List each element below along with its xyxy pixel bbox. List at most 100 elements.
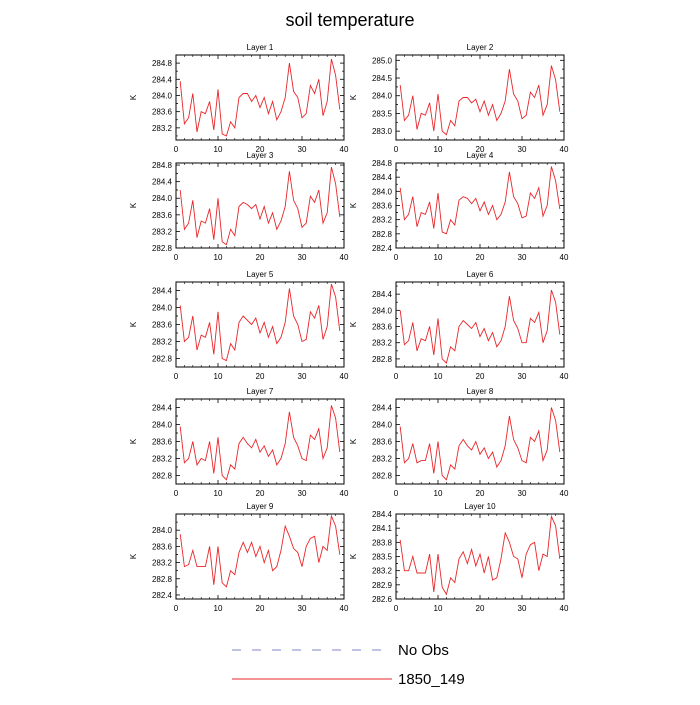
y-axis-label: K xyxy=(349,321,358,327)
y-tick-label: 284.4 xyxy=(372,290,393,299)
y-tick-label: 283.6 xyxy=(152,542,173,551)
y-tick-label: 284.0 xyxy=(372,92,393,101)
x-tick-label: 0 xyxy=(174,145,179,154)
x-tick-label: 10 xyxy=(214,145,223,154)
plot-frame xyxy=(395,513,565,600)
y-tick-label: 282.8 xyxy=(152,575,173,584)
x-tick-label: 40 xyxy=(560,145,569,154)
panel-4: Layer 4 0 10 20 30 40 282.4 282.8 283.2 283.6 284.… xyxy=(349,151,569,262)
x-tick-label: 0 xyxy=(394,145,399,154)
y-axis-label: K xyxy=(349,553,358,559)
panel-title: Layer 8 xyxy=(467,387,494,396)
panel-10: Layer 10 0 10 20 30 40 282.6 282.9 283.2 283.5 283… xyxy=(349,502,569,613)
y-tick-label: 283.2 xyxy=(152,455,173,464)
panel-title: Layer 4 xyxy=(467,151,494,160)
y-axis-label: K xyxy=(349,94,358,100)
panel-9: Layer 9 0 10 20 30 40 282.4 282.8 283.2 283.6 284.… xyxy=(129,502,349,613)
y-tick-label: 282.8 xyxy=(152,244,173,253)
y-tick-label: 283.6 xyxy=(152,321,173,330)
y-tick-label: 284.0 xyxy=(372,187,393,196)
x-tick-label: 10 xyxy=(434,489,443,498)
y-tick-label: 283.0 xyxy=(372,127,393,136)
y-axis-label: K xyxy=(349,438,358,444)
y-tick-label: 282.8 xyxy=(152,355,173,364)
x-tick-label: 40 xyxy=(340,372,349,381)
x-tick-label: 0 xyxy=(394,253,399,262)
series-line-1850_149 xyxy=(179,514,341,588)
y-tick-label: 282.9 xyxy=(372,581,393,590)
x-tick-label: 30 xyxy=(298,253,307,262)
series-line-1850_149 xyxy=(179,58,341,137)
x-tick-label: 20 xyxy=(476,489,485,498)
x-tick-label: 20 xyxy=(256,253,265,262)
y-tick-label: 283.5 xyxy=(372,553,393,562)
panel-1: Layer 1 0 10 20 30 40 283.2 283.6 284.0 284.4 284.… xyxy=(129,43,349,154)
y-tick-label: 284.4 xyxy=(152,287,173,296)
y-tick-label: 284.4 xyxy=(152,178,173,187)
x-tick-label: 40 xyxy=(560,604,569,613)
y-tick-label: 284.8 xyxy=(372,159,393,168)
y-tick-label: 284.0 xyxy=(152,91,173,100)
panel-title: Layer 7 xyxy=(247,387,274,396)
y-tick-label: 284.4 xyxy=(372,173,393,182)
y-tick-label: 283.2 xyxy=(372,339,393,348)
y-tick-label: 284.0 xyxy=(372,306,393,315)
x-tick-label: 10 xyxy=(434,372,443,381)
x-tick-label: 0 xyxy=(174,372,179,381)
plot-frame xyxy=(175,281,345,368)
y-tick-label: 283.2 xyxy=(152,124,173,133)
y-tick-label: 282.8 xyxy=(372,472,393,481)
y-tick-label: 284.0 xyxy=(152,421,173,430)
y-tick-label: 284.4 xyxy=(152,404,173,413)
x-tick-label: 20 xyxy=(256,489,265,498)
panel-title: Layer 3 xyxy=(247,151,274,160)
x-tick-label: 10 xyxy=(214,372,223,381)
x-tick-label: 0 xyxy=(174,489,179,498)
x-tick-label: 40 xyxy=(340,145,349,154)
x-tick-label: 40 xyxy=(340,253,349,262)
series-line-1850_149 xyxy=(179,166,341,246)
y-tick-label: 283.6 xyxy=(152,108,173,117)
x-tick-label: 30 xyxy=(298,372,307,381)
series-line-1850_149 xyxy=(399,407,561,481)
y-tick-label: 284.4 xyxy=(372,510,393,519)
y-tick-label: 284.0 xyxy=(152,526,173,535)
y-tick-label: 283.8 xyxy=(372,538,393,547)
y-tick-label: 283.2 xyxy=(372,567,393,576)
y-tick-label: 283.6 xyxy=(152,438,173,447)
y-tick-label: 282.4 xyxy=(152,591,173,600)
y-tick-label: 282.8 xyxy=(152,472,173,481)
y-axis-label: K xyxy=(129,202,138,208)
panel-title: Layer 10 xyxy=(464,502,496,511)
panel-8: Layer 8 0 10 20 30 40 282.8 283.2 283.6 284.0 284.… xyxy=(349,387,569,498)
panel-title: Layer 6 xyxy=(467,270,494,279)
legend-label: No Obs xyxy=(398,642,449,659)
x-tick-label: 20 xyxy=(256,372,265,381)
series-line-1850_149 xyxy=(399,65,561,136)
series-line-1850_149 xyxy=(179,405,341,481)
plot-frame xyxy=(175,398,345,485)
y-tick-label: 283.2 xyxy=(372,455,393,464)
y-tick-label: 282.8 xyxy=(372,355,393,364)
x-tick-label: 0 xyxy=(394,372,399,381)
series-line-1850_149 xyxy=(179,283,341,362)
x-tick-label: 40 xyxy=(560,372,569,381)
y-tick-label: 282.8 xyxy=(372,230,393,239)
series-line-1850_149 xyxy=(399,289,561,364)
y-tick-label: 284.4 xyxy=(372,404,393,413)
plot-frame xyxy=(395,398,565,485)
y-tick-label: 283.2 xyxy=(152,559,173,568)
y-tick-label: 282.6 xyxy=(372,595,393,604)
panel-3: Layer 3 0 10 20 30 40 282.8 283.2 283.6 284.0 284.… xyxy=(129,151,349,262)
plot-frame xyxy=(175,513,345,600)
plot-frame xyxy=(175,54,345,141)
y-tick-label: 282.4 xyxy=(372,244,393,253)
x-tick-label: 20 xyxy=(476,253,485,262)
y-axis-label: K xyxy=(129,321,138,327)
x-tick-label: 40 xyxy=(560,489,569,498)
y-tick-label: 284.0 xyxy=(152,304,173,313)
y-tick-label: 284.8 xyxy=(152,161,173,170)
y-tick-label: 283.6 xyxy=(152,211,173,220)
y-tick-label: 283.5 xyxy=(372,109,393,118)
